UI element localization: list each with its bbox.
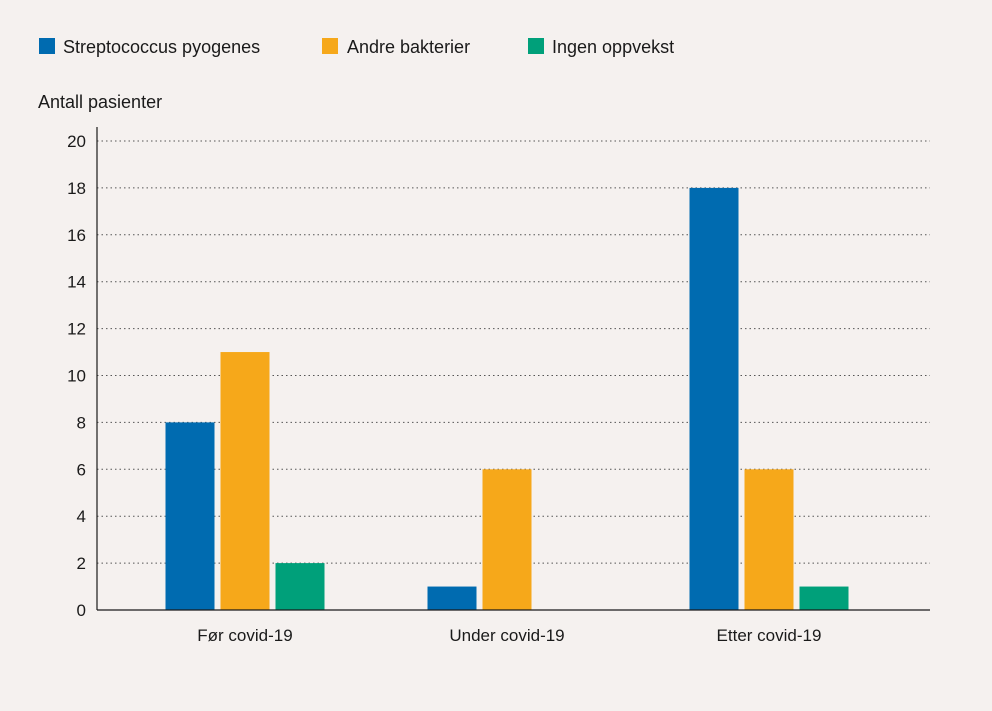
bar xyxy=(427,586,477,610)
bar xyxy=(275,563,325,610)
axes xyxy=(96,127,930,611)
x-category-label: Under covid-19 xyxy=(449,626,564,645)
y-tick-label: 20 xyxy=(67,132,86,151)
y-tick-label: 0 xyxy=(77,601,86,620)
y-tick-label: 18 xyxy=(67,179,86,198)
y-axis-ticks: 0 2 4 6 8 10 12 14 16 18 20 xyxy=(67,132,86,620)
bars xyxy=(165,187,849,610)
y-tick-label: 2 xyxy=(77,554,86,573)
legend-label-2: Ingen oppvekst xyxy=(552,37,674,57)
bar xyxy=(744,469,794,610)
y-tick-label: 8 xyxy=(77,413,86,432)
x-category-label: Før covid-19 xyxy=(197,626,292,645)
bar xyxy=(689,187,739,610)
x-category-label: Etter covid-19 xyxy=(717,626,822,645)
legend-label-1: Andre bakterier xyxy=(347,37,470,57)
bar xyxy=(482,469,532,610)
x-axis-categories: Før covid-19 Under covid-19 Etter covid-19 xyxy=(197,626,821,645)
legend-item-1: Andre bakterier xyxy=(322,37,470,57)
bar xyxy=(220,352,270,610)
y-tick-label: 16 xyxy=(67,226,86,245)
legend-item-0: Streptococcus pyogenes xyxy=(39,37,260,57)
legend: Streptococcus pyogenes Andre bakterier I… xyxy=(39,37,674,57)
y-tick-label: 12 xyxy=(67,320,86,339)
y-tick-label: 10 xyxy=(67,367,86,386)
bar xyxy=(165,422,215,610)
y-tick-label: 14 xyxy=(67,273,86,292)
legend-swatch-0 xyxy=(39,38,55,54)
legend-swatch-2 xyxy=(528,38,544,54)
legend-swatch-1 xyxy=(322,38,338,54)
y-axis-label: Antall pasienter xyxy=(38,92,162,112)
y-tick-label: 6 xyxy=(77,460,86,479)
legend-item-2: Ingen oppvekst xyxy=(528,37,674,57)
y-tick-label: 4 xyxy=(77,507,86,526)
bar xyxy=(799,586,849,610)
legend-label-0: Streptococcus pyogenes xyxy=(63,37,260,57)
